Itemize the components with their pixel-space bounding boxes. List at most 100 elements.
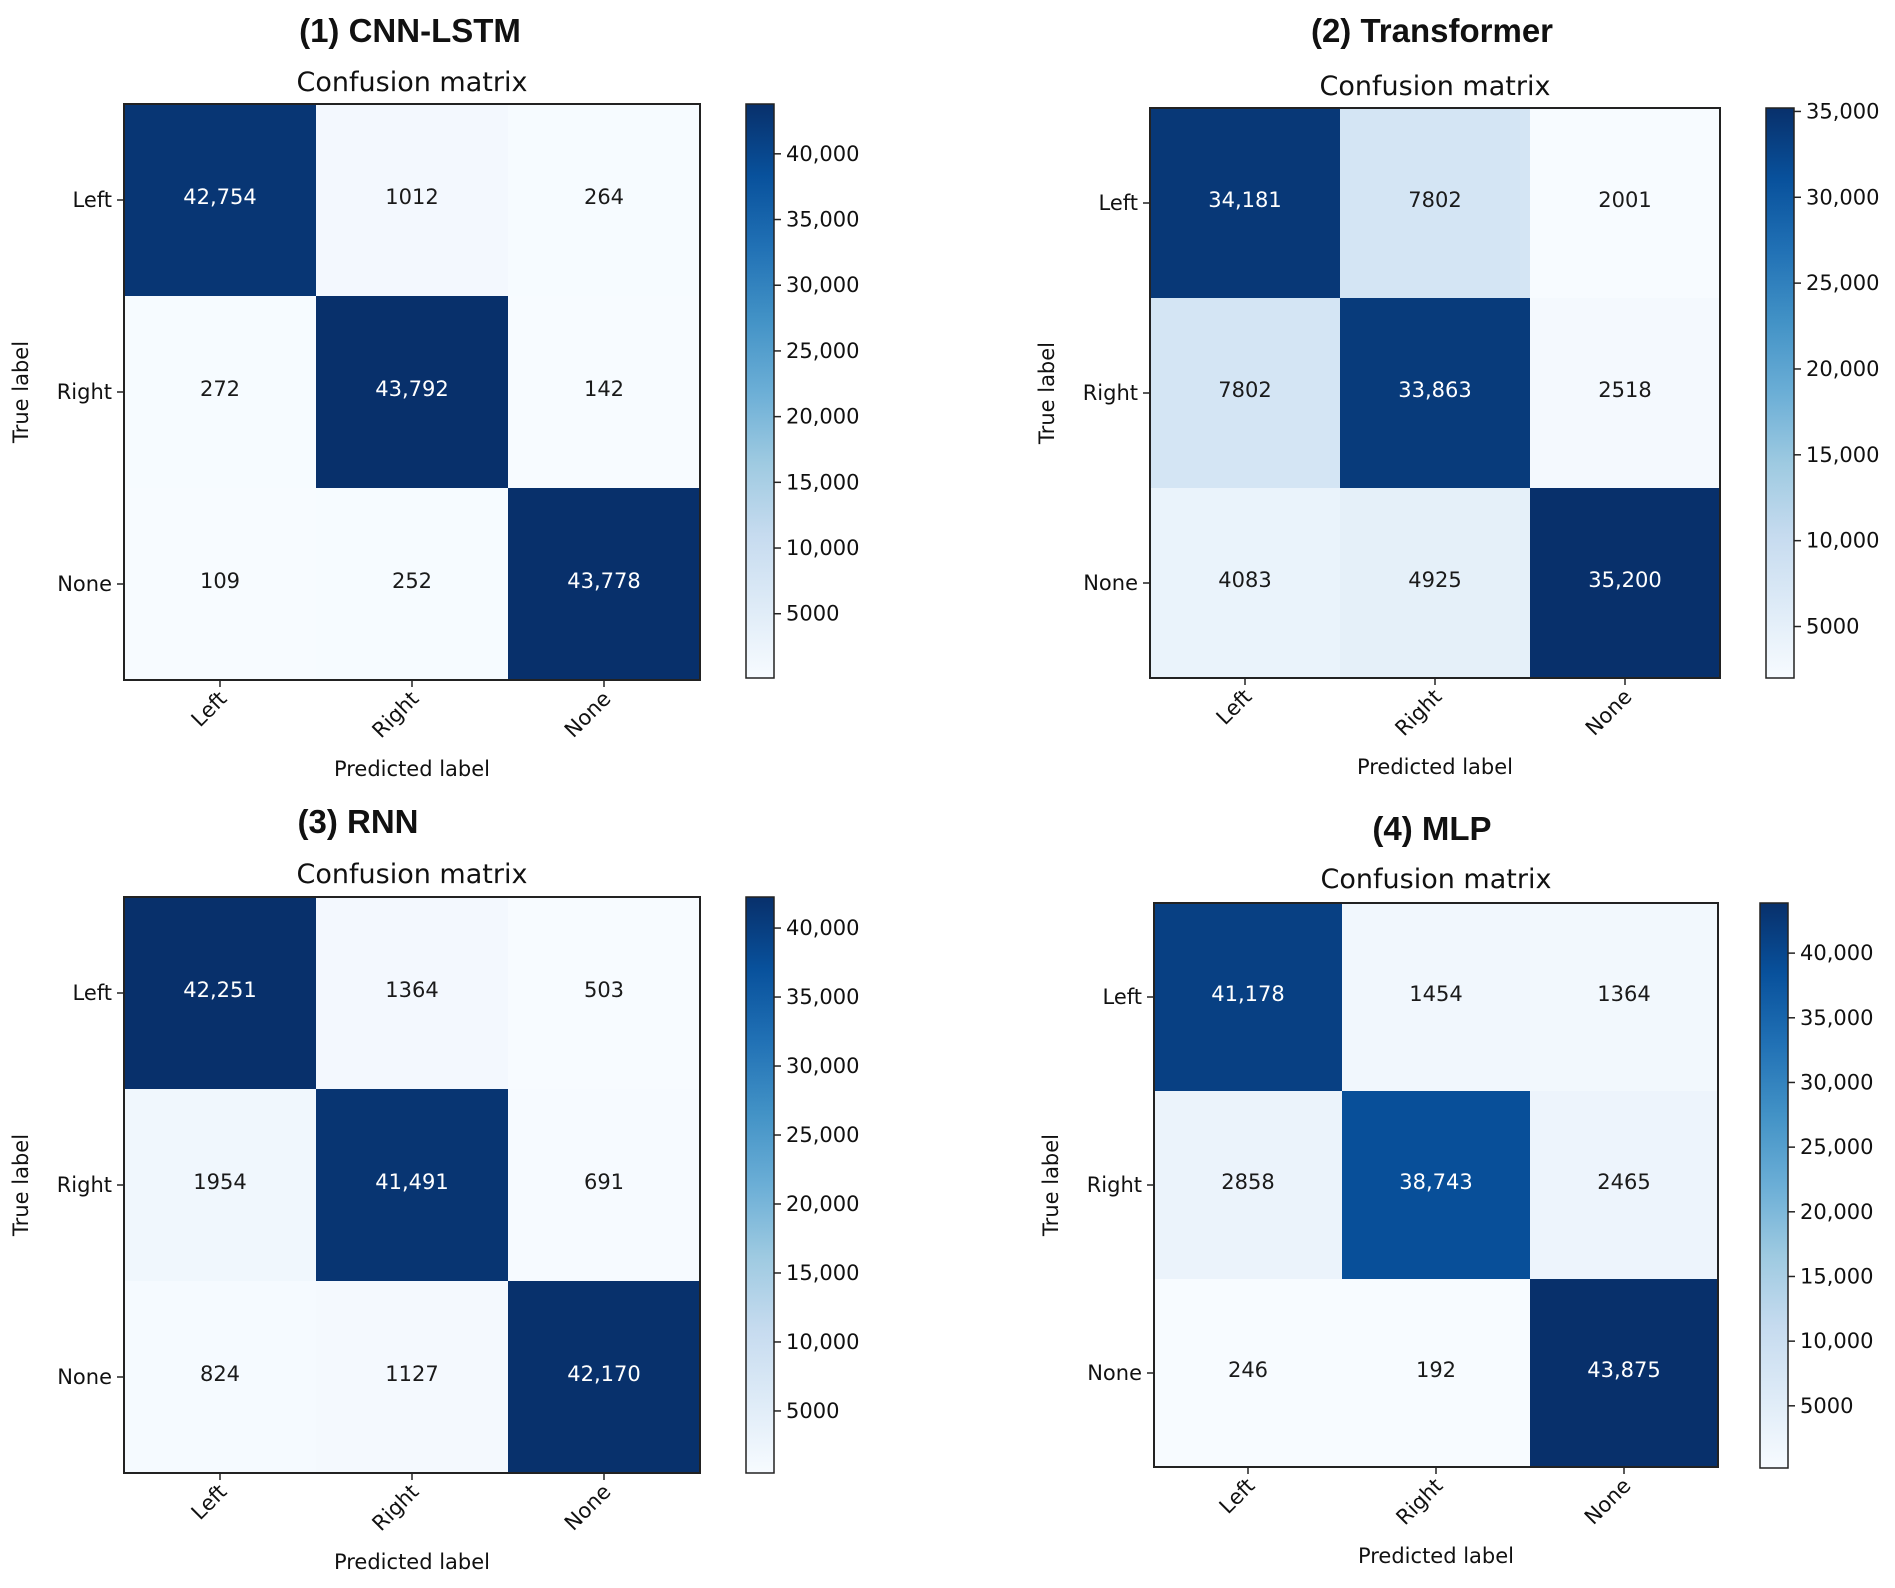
heatmap-cell — [124, 296, 316, 488]
colorbar-tick-label: 25,000 — [1806, 271, 1879, 295]
y-tick-label: None — [1083, 571, 1138, 595]
cell-value-label: 2465 — [1597, 1170, 1650, 1194]
y-tick-label: Right — [57, 1173, 112, 1197]
colorbar-tick-label: 30,000 — [786, 1054, 859, 1078]
panel-title: (3) RNN — [298, 803, 419, 840]
cell-value-label: 1012 — [385, 185, 438, 209]
x-axis-label: Predicted label — [1358, 1544, 1514, 1568]
colorbar-tick-label: 35,000 — [1800, 1006, 1873, 1030]
cell-value-label: 1364 — [1597, 982, 1650, 1006]
cell-value-label: 42,754 — [183, 185, 256, 209]
y-tick-label: Left — [1102, 985, 1142, 1009]
y-tick-label: None — [57, 1365, 112, 1389]
colorbar-tick-label: 25,000 — [786, 339, 859, 363]
cell-value-label: 7802 — [1218, 378, 1271, 402]
x-tick-label: Left — [187, 1480, 232, 1525]
heatmap-cell — [1342, 1091, 1530, 1279]
y-tick-label: Left — [72, 981, 112, 1005]
colorbar-tick-label: 30,000 — [786, 273, 859, 297]
y-tick-label: Left — [72, 188, 112, 212]
heatmap-cell — [508, 488, 700, 680]
cell-value-label: 35,200 — [1588, 568, 1661, 592]
y-tick-label: Right — [1087, 1173, 1142, 1197]
colorbar-tick-label: 10,000 — [1806, 529, 1879, 553]
cell-value-label: 192 — [1416, 1358, 1456, 1382]
colorbar-tick-label: 20,000 — [786, 405, 859, 429]
x-tick-label: Left — [1212, 685, 1257, 730]
heatmap-cell — [508, 104, 700, 296]
heatmap-cell — [1340, 108, 1530, 298]
cell-value-label: 109 — [200, 569, 240, 593]
heatmap-cell — [1150, 488, 1340, 678]
heatmap-cell — [1342, 1279, 1530, 1467]
colorbar-tick-label: 15,000 — [1800, 1264, 1873, 1288]
x-axis-label: Predicted label — [334, 1550, 490, 1574]
x-tick-label: Right — [1391, 1474, 1447, 1530]
cell-value-label: 42,170 — [567, 1362, 640, 1386]
panel-title: (1) CNN-LSTM — [299, 12, 521, 49]
heatmap-cell — [1154, 903, 1342, 1091]
x-tick-label: Right — [367, 1480, 423, 1536]
cell-value-label: 2518 — [1598, 378, 1651, 402]
colorbar-tick-label: 20,000 — [1800, 1200, 1873, 1224]
x-tick-label: None — [560, 1480, 616, 1536]
cell-value-label: 1454 — [1409, 982, 1462, 1006]
x-tick-label: Left — [1215, 1474, 1260, 1519]
y-axis-label: True label — [1039, 1134, 1063, 1237]
colorbar-tick-label: 25,000 — [1800, 1135, 1873, 1159]
colorbar — [745, 103, 775, 679]
y-tick-label: Right — [1083, 381, 1138, 405]
cell-value-label: 1954 — [193, 1170, 246, 1194]
cell-value-label: 1364 — [385, 978, 438, 1002]
cell-value-label: 41,491 — [375, 1170, 448, 1194]
x-axis-label: Predicted label — [1357, 755, 1513, 779]
heatmap-cell — [508, 296, 700, 488]
panel-1: (1) CNN-LSTM Confusion matrix 42,754 1012 26… — [9, 12, 859, 781]
colorbar-tick-label: 25,000 — [786, 1123, 859, 1147]
heatmap-cell — [1340, 488, 1530, 678]
panel-title: (2) Transformer — [1311, 12, 1553, 49]
colorbar-tick-label: 40,000 — [786, 142, 859, 166]
heatmap-cell — [1530, 903, 1718, 1091]
heatmap-cell — [1530, 108, 1720, 298]
cell-value-label: 4083 — [1218, 568, 1271, 592]
x-tick-label: None — [1581, 685, 1637, 741]
cell-value-label: 691 — [584, 1170, 624, 1194]
cell-value-label: 7802 — [1408, 188, 1461, 212]
heatmap-cell — [316, 897, 508, 1089]
panel-2: (2) Transformer Confusion matrix 34,181 780… — [1035, 12, 1879, 779]
heatmap-cell — [316, 488, 508, 680]
heatmap-cell — [1154, 1091, 1342, 1279]
cell-value-label: 34,181 — [1208, 188, 1281, 212]
cell-value-label: 246 — [1228, 1358, 1268, 1382]
chart-title: Confusion matrix — [297, 859, 528, 890]
panel-title: (4) MLP — [1372, 810, 1491, 847]
cell-value-label: 43,792 — [375, 377, 448, 401]
chart-title: Confusion matrix — [1320, 71, 1551, 102]
colorbar-tick-label: 5000 — [1800, 1394, 1853, 1418]
y-tick-label: Right — [57, 380, 112, 404]
cell-value-label: 142 — [584, 377, 624, 401]
colorbar-tick-label: 15,000 — [786, 1261, 859, 1285]
y-tick-label: Left — [1098, 191, 1138, 215]
heatmap-cell — [1530, 298, 1720, 488]
heatmap-cell — [124, 897, 316, 1089]
colorbar-tick-label: 35,000 — [786, 208, 859, 232]
heatmap-cell — [1340, 298, 1530, 488]
colorbar-tick-label: 40,000 — [1800, 941, 1873, 965]
cell-value-label: 33,863 — [1398, 378, 1471, 402]
heatmap-cell — [316, 1089, 508, 1281]
cell-value-label: 43,778 — [567, 569, 640, 593]
y-axis-label: True label — [1035, 342, 1059, 445]
colorbar — [1765, 107, 1795, 679]
panel-4: (4) MLP Confusion matrix 41,178 1454 1364 285… — [1039, 810, 1873, 1568]
colorbar-tick-label: 15,000 — [786, 470, 859, 494]
x-tick-label: Left — [187, 687, 232, 732]
panel-3: (3) RNN Confusion matrix 42,251 1364 503 1954… — [9, 803, 859, 1574]
chart-title: Confusion matrix — [1321, 864, 1552, 895]
colorbar-tick-label: 10,000 — [1800, 1329, 1873, 1353]
heatmap-cell — [124, 104, 316, 296]
colorbar-tick-label: 10,000 — [786, 1330, 859, 1354]
heatmap-cell — [508, 897, 700, 1089]
cell-value-label: 503 — [584, 978, 624, 1002]
